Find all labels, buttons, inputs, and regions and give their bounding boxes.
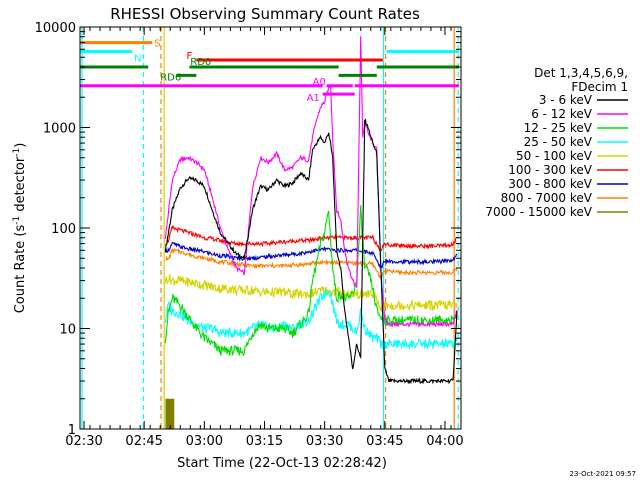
y-tick-label-1: 10 (59, 323, 76, 338)
series-line-3 (164, 288, 458, 350)
axes: 02:30 02:45 03:00 03:15 03:30 03:45 04:00 1 10 10… (35, 21, 464, 449)
x-tick-label-5: 03:45 (366, 434, 403, 449)
series-line-6 (165, 241, 458, 269)
series-bar-7000-15000 (165, 398, 175, 429)
legend-label-8: 7000 - 15000 keV (485, 205, 592, 219)
flag-label-n: N (134, 54, 141, 65)
x-tick-label-2: 03:00 (186, 434, 223, 449)
y-tick-label-2: 100 (51, 222, 76, 237)
plot-frame (79, 26, 462, 430)
legend-label-6: 300 - 800 keV (508, 177, 592, 191)
legend-label-1: 6 - 12 keV (531, 107, 593, 121)
y-tick-label-3: 1000 (43, 122, 76, 137)
legend-label-0: 3 - 6 keV (539, 93, 593, 107)
series-line-7 (165, 247, 458, 281)
flag-label-a1: A1 (307, 93, 320, 104)
footer-timestamp: 23-Oct-2021 09:57 (570, 470, 636, 478)
series-line-0 (164, 118, 458, 385)
flag-label-f: F (187, 51, 193, 62)
chart-title: RHESSI Observing Summary Count Rates (110, 5, 420, 23)
legend-header-detectors: Det 1,3,4,5,6,9, (534, 66, 628, 80)
legend-label-2: 12 - 25 keV (524, 121, 593, 135)
flag-label-a0: A0 (313, 77, 326, 88)
x-tick-label-3: 03:15 (246, 434, 283, 449)
y-tick-label-0: 1 (68, 423, 76, 438)
x-tick-label-0: 02:30 (65, 434, 102, 449)
flag-label-rd0: RD0 (190, 57, 211, 68)
x-tick-label-1: 02:45 (125, 434, 162, 449)
legend-header-decimation: FDecim 1 (571, 80, 628, 94)
y-axis-label: Count Rate (s-1 detector-1) (12, 143, 28, 314)
legend-label-5: 100 - 300 keV (508, 163, 592, 177)
x-axis-label: Start Time (22-Oct-13 02:28:42) (177, 456, 387, 471)
y-tick-label-4: 10000 (35, 21, 76, 36)
legend-label-7: 800 - 7000 keV (501, 191, 593, 205)
series-line-5 (164, 225, 458, 253)
flag-label-rd6: RD6 (160, 72, 181, 83)
series-line-1 (164, 36, 458, 328)
legend-label-4: 50 - 100 keV (516, 149, 593, 163)
legend-label-3: 25 - 50 keV (524, 135, 593, 149)
flag-label-s: S (154, 39, 160, 50)
x-tick-label-6: 04:00 (426, 434, 463, 449)
series-line-2 (164, 205, 458, 357)
x-tick-label-4: 03:30 (306, 434, 343, 449)
